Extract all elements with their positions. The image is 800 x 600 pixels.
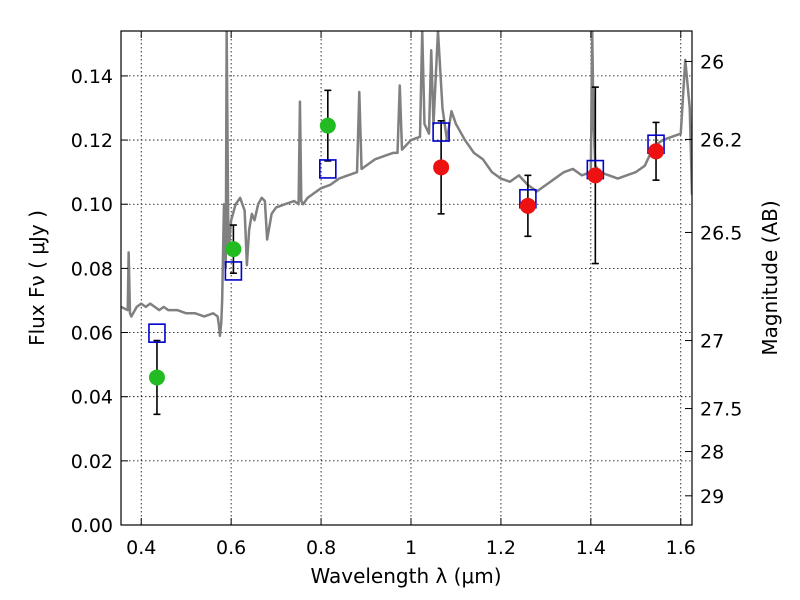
y2-tick-label: 28 bbox=[700, 442, 724, 464]
circle-marker bbox=[587, 167, 604, 184]
y-tick-label: 0.10 bbox=[71, 194, 113, 216]
y2-tick-label: 26.5 bbox=[700, 222, 742, 244]
circle-marker bbox=[519, 197, 536, 214]
x-tick-label: 1.6 bbox=[666, 537, 696, 559]
axis-ticks: 0.4 0.6 0.8 1 1.2 1.4 1.6 0.00 0.02 0.04 0.06 0.08 0… bbox=[71, 31, 742, 559]
circle-marker bbox=[648, 143, 665, 160]
y-tick-label: 0.02 bbox=[71, 451, 113, 473]
plot-area bbox=[121, 31, 692, 416]
circle-marker bbox=[319, 117, 336, 134]
circle-marker bbox=[433, 159, 450, 176]
x-tick-label: 1.2 bbox=[486, 537, 516, 559]
plot-frame bbox=[120, 30, 693, 526]
y2-tick-label: 26.2 bbox=[700, 129, 742, 151]
x-tick-label: 0.8 bbox=[306, 537, 336, 559]
y-tick-label: 0.00 bbox=[71, 515, 113, 537]
y-tick-label: 0.08 bbox=[71, 258, 113, 280]
x-tick-label: 0.6 bbox=[216, 537, 246, 559]
square-marker bbox=[432, 122, 450, 142]
x-tick-label: 0.4 bbox=[126, 537, 156, 559]
y-tick-label: 0.04 bbox=[71, 387, 113, 409]
y2-tick-label: 27.5 bbox=[700, 399, 742, 421]
y-tick-label: 0.12 bbox=[71, 130, 113, 152]
y-axis-label: Flux Fν ( μJy ) bbox=[25, 210, 49, 346]
y-tick-label: 0.06 bbox=[71, 323, 113, 345]
square-marker bbox=[224, 261, 243, 281]
y2-axis-label: Magnitude (AB) bbox=[758, 200, 782, 355]
x-tick-label: 1.4 bbox=[576, 537, 606, 559]
y-tick-label: 0.14 bbox=[71, 66, 113, 88]
y2-tick-label: 26 bbox=[700, 51, 724, 73]
square-marker bbox=[319, 159, 337, 179]
y2-tick-label: 29 bbox=[700, 486, 724, 508]
circle-marker bbox=[148, 369, 165, 386]
grid-lines bbox=[121, 31, 692, 526]
x-axis-label: Wavelength λ (μm) bbox=[310, 564, 501, 588]
x-tick-label: 1 bbox=[405, 537, 417, 559]
square-marker bbox=[148, 323, 166, 343]
y2-tick-label: 27 bbox=[700, 331, 724, 353]
model-spectrum-line bbox=[121, 31, 692, 337]
circle-marker bbox=[225, 241, 242, 258]
